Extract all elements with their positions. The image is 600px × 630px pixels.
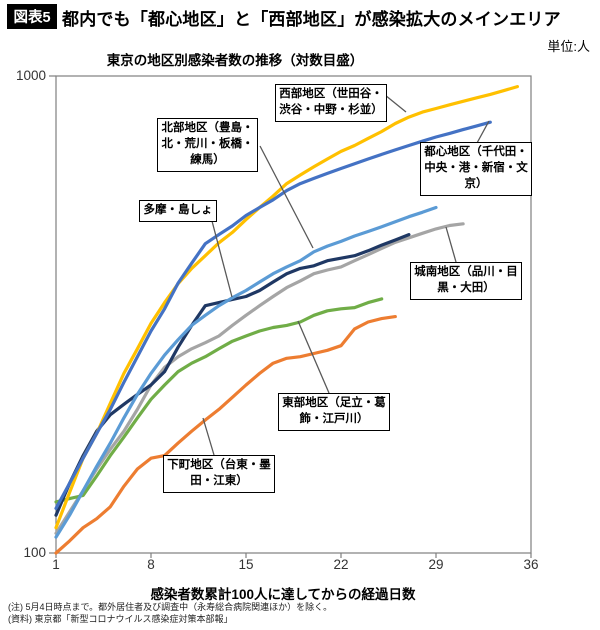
series-line-west	[54, 84, 520, 530]
x-axis-tick-8: 8	[147, 557, 155, 572]
leader-line-central	[476, 120, 490, 144]
series-line-jonan	[54, 222, 465, 535]
x-axis-tick-29: 29	[428, 557, 444, 572]
leader-line-jonan	[445, 226, 457, 263]
series-line-east	[54, 297, 384, 504]
callout-tama-islands: 多摩・島しょ	[139, 200, 217, 222]
figure-number-tag: 図表5	[7, 4, 57, 29]
x-axis-tick-36: 36	[523, 557, 539, 572]
x-axis-tick-22: 22	[333, 557, 349, 572]
series-line-central	[54, 120, 492, 510]
callout-central-district: 都心地区（千代田・中央・港・新宿・文京）	[420, 142, 532, 196]
chart-title: 東京の地区別感染者数の推移（対数目盛）	[106, 53, 364, 68]
leader-line-shitamachi	[202, 417, 215, 456]
leader-line-tama	[211, 220, 233, 298]
x-axis-tick-15: 15	[238, 557, 254, 572]
series-line-shitamachi	[54, 315, 397, 555]
x-axis-title: 感染者数累計100人に達してからの経過日数	[150, 587, 416, 602]
leader-line-north	[259, 145, 314, 249]
footnote-1: (注) 5月4日時点まで。都外居住者及び調査中（永寿総合病院関連ほか）を除く。	[8, 602, 333, 612]
callout-jonan-district: 城南地区（品川・目黒・大田）	[410, 262, 522, 300]
callout-shitamachi-district: 下町地区（台東・墨田・江東）	[163, 455, 275, 493]
y-axis-tick-100: 100	[23, 545, 46, 560]
plot-border	[55, 75, 532, 554]
leader-line-west	[384, 94, 407, 113]
callout-west-district: 西部地区（世田谷・渋谷・中野・杉並）	[275, 84, 387, 122]
leader-line-east	[297, 320, 330, 394]
page-title: 都内でも「都心地区」と「西部地区」が感染拡大のメインエリア	[62, 10, 561, 29]
series-line-north	[54, 205, 438, 539]
unit-label: 単位:人	[547, 39, 590, 54]
callout-north-district: 北部地区（豊島・北・荒川・板橋・練馬）	[157, 118, 258, 172]
callout-east-district: 東部地区（足立・葛飾・江戸川）	[278, 393, 390, 431]
x-axis-tick-1: 1	[52, 557, 60, 572]
footnote-2: (資料) 東京都「新型コロナウイルス感染症対策本部報」	[8, 614, 233, 624]
y-axis-tick-1000: 1000	[15, 68, 46, 83]
